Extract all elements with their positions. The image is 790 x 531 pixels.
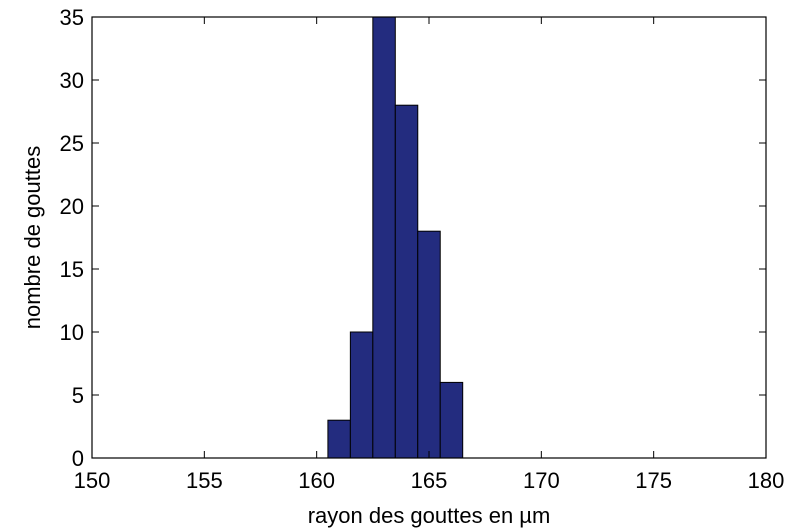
y-tick-label: 20 [60,194,84,219]
y-tick-label: 10 [60,320,84,345]
histogram-bar [394,104,419,459]
y-axis-title: nombre de gouttes [20,146,45,329]
histogram-bar [327,419,351,459]
histogram-bar [372,16,396,459]
x-tick-label: 180 [748,468,785,493]
bars-group [327,16,464,459]
x-tick-label: 160 [298,468,335,493]
y-tick-label: 35 [60,5,84,30]
y-tick-label: 30 [60,68,84,93]
y-tick-label: 0 [72,446,84,471]
histogram-bar [417,230,441,459]
histogram-bar [439,381,464,459]
x-tick-label: 150 [74,468,111,493]
y-tick-labels: 0 5 10 15 20 25 30 35 [60,5,84,471]
y-tick-label: 25 [60,131,84,156]
y-tick-label: 15 [60,257,84,282]
x-tick-label: 175 [635,468,672,493]
ticks-group [91,16,767,459]
x-tick-label: 170 [523,468,560,493]
y-tick-label: 5 [72,383,84,408]
histogram-bar [349,331,374,459]
x-tick-label: 165 [411,468,448,493]
x-axis-title: rayon des gouttes en µm [308,503,551,528]
x-tick-label: 155 [186,468,223,493]
x-tick-labels: 150 155 160 165 170 175 180 [74,468,785,493]
